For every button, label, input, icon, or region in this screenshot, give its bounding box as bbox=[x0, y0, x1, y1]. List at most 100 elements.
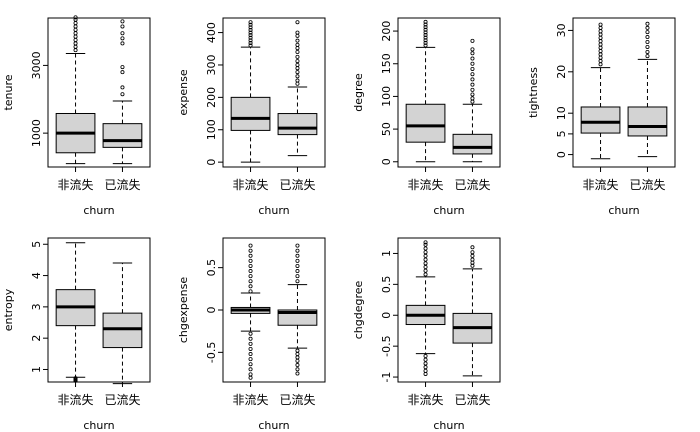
box-已流失 bbox=[452, 245, 493, 377]
outlier-point bbox=[73, 27, 78, 32]
outlier-point bbox=[470, 72, 475, 77]
outlier-point bbox=[295, 78, 300, 83]
outlier-point bbox=[248, 22, 253, 27]
outlier-point bbox=[295, 30, 300, 35]
outlier-point bbox=[248, 30, 253, 35]
outlier-point bbox=[295, 367, 300, 372]
outlier-point bbox=[295, 348, 300, 353]
outlier-point bbox=[295, 62, 300, 67]
outlier-point bbox=[423, 361, 428, 366]
outlier-point bbox=[423, 240, 428, 245]
outlier-point bbox=[423, 25, 428, 30]
outlier-point bbox=[73, 21, 78, 26]
outlier-point bbox=[295, 363, 300, 368]
outlier-point bbox=[295, 59, 300, 64]
iqr-box bbox=[230, 96, 271, 131]
x-category-label: 非流失 bbox=[583, 177, 619, 192]
outlier-point bbox=[295, 33, 300, 38]
outlier-point bbox=[295, 358, 300, 363]
y-tick-label: 100 bbox=[205, 119, 218, 140]
outlier-point bbox=[295, 46, 300, 51]
y-axis-label: chgexpense bbox=[177, 277, 190, 344]
outlier-point bbox=[645, 40, 650, 45]
y-tick-label: 0 bbox=[380, 312, 393, 319]
box-已流失 bbox=[102, 19, 143, 165]
outlier-point bbox=[73, 24, 78, 29]
outlier-point bbox=[598, 55, 603, 60]
x-axis-label: churn bbox=[433, 204, 464, 217]
iqr-box bbox=[627, 106, 668, 137]
panel-tenure: 1000 3000 tenure 非流失 已流失 churn bbox=[2, 15, 151, 217]
outlier-point bbox=[73, 44, 78, 49]
outlier-point bbox=[470, 82, 475, 87]
outlier-point bbox=[295, 248, 300, 253]
outlier-point bbox=[423, 250, 428, 255]
outlier-point bbox=[470, 250, 475, 255]
outlier-point bbox=[248, 243, 253, 248]
box-已流失 bbox=[277, 20, 318, 157]
outlier-point bbox=[295, 258, 300, 263]
y-axis-label: entropy bbox=[2, 288, 15, 331]
box-已流失 bbox=[627, 21, 668, 158]
y-tick-label: 5 bbox=[555, 130, 568, 137]
y-axis-label: expense bbox=[177, 69, 190, 116]
outlier-point bbox=[423, 253, 428, 258]
outlier-point bbox=[120, 41, 125, 46]
y-tick-label: 30 bbox=[555, 23, 568, 37]
outlier-point bbox=[470, 92, 475, 97]
outlier-point bbox=[470, 99, 475, 104]
y-tick-label: 0.5 bbox=[380, 276, 393, 294]
outlier-point bbox=[73, 41, 78, 46]
outlier-point bbox=[73, 48, 78, 53]
outlier-point bbox=[423, 357, 428, 362]
outlier-point bbox=[423, 272, 428, 277]
y-tick-label: -0.5 bbox=[205, 342, 218, 363]
outlier-point bbox=[248, 367, 253, 372]
outlier-point bbox=[423, 22, 428, 27]
outlier-point bbox=[295, 274, 300, 279]
y-tick-label: 200 bbox=[380, 21, 393, 42]
outlier-point bbox=[423, 242, 428, 247]
outlier-point bbox=[423, 265, 428, 270]
y-axis-label: tightness bbox=[527, 67, 540, 118]
outlier-point bbox=[120, 31, 125, 36]
y-tick-label: 50 bbox=[380, 122, 393, 136]
outlier-point bbox=[423, 30, 428, 35]
outlier-point bbox=[645, 44, 650, 49]
panel-chgexpense: -0.5 0 0.5 chgexpense 非流失 已流失 churn bbox=[177, 237, 326, 432]
box-已流失 bbox=[102, 262, 143, 385]
outlier-point bbox=[248, 284, 253, 289]
outlier-point bbox=[470, 96, 475, 101]
outlier-point bbox=[73, 17, 78, 22]
outlier-point bbox=[598, 29, 603, 34]
x-category-label: 已流失 bbox=[454, 392, 490, 407]
outlier-point bbox=[598, 62, 603, 67]
y-tick-label: 0 bbox=[555, 151, 568, 158]
outlier-point bbox=[423, 246, 428, 251]
y-tick-label: 150 bbox=[380, 53, 393, 74]
outlier-point bbox=[598, 22, 603, 27]
x-category-label: 非流失 bbox=[233, 177, 269, 192]
outlier-point bbox=[470, 245, 475, 250]
y-tick-label: 0 bbox=[380, 158, 393, 165]
outlier-point bbox=[295, 269, 300, 274]
outlier-point bbox=[598, 25, 603, 30]
outlier-point bbox=[423, 35, 428, 40]
outlier-point bbox=[248, 253, 253, 258]
outlier-point bbox=[470, 47, 475, 52]
box-已流失 bbox=[452, 38, 493, 163]
outlier-point bbox=[248, 43, 253, 48]
y-tick-label: 300 bbox=[205, 54, 218, 75]
panel-chgdegree: -1 -0.5 0 0.5 1 chgdegree 非流失 已流失 churn bbox=[352, 237, 501, 432]
outlier-point bbox=[295, 70, 300, 75]
outlier-point bbox=[248, 274, 253, 279]
outlier-point bbox=[598, 49, 603, 54]
outlier-point bbox=[645, 25, 650, 30]
outlier-point bbox=[295, 253, 300, 258]
outlier-point bbox=[248, 35, 253, 40]
outlier-point bbox=[248, 269, 253, 274]
y-axis-label: chgdegree bbox=[352, 280, 365, 339]
plot-frame bbox=[397, 17, 501, 168]
x-category-label: 非流失 bbox=[233, 392, 269, 407]
